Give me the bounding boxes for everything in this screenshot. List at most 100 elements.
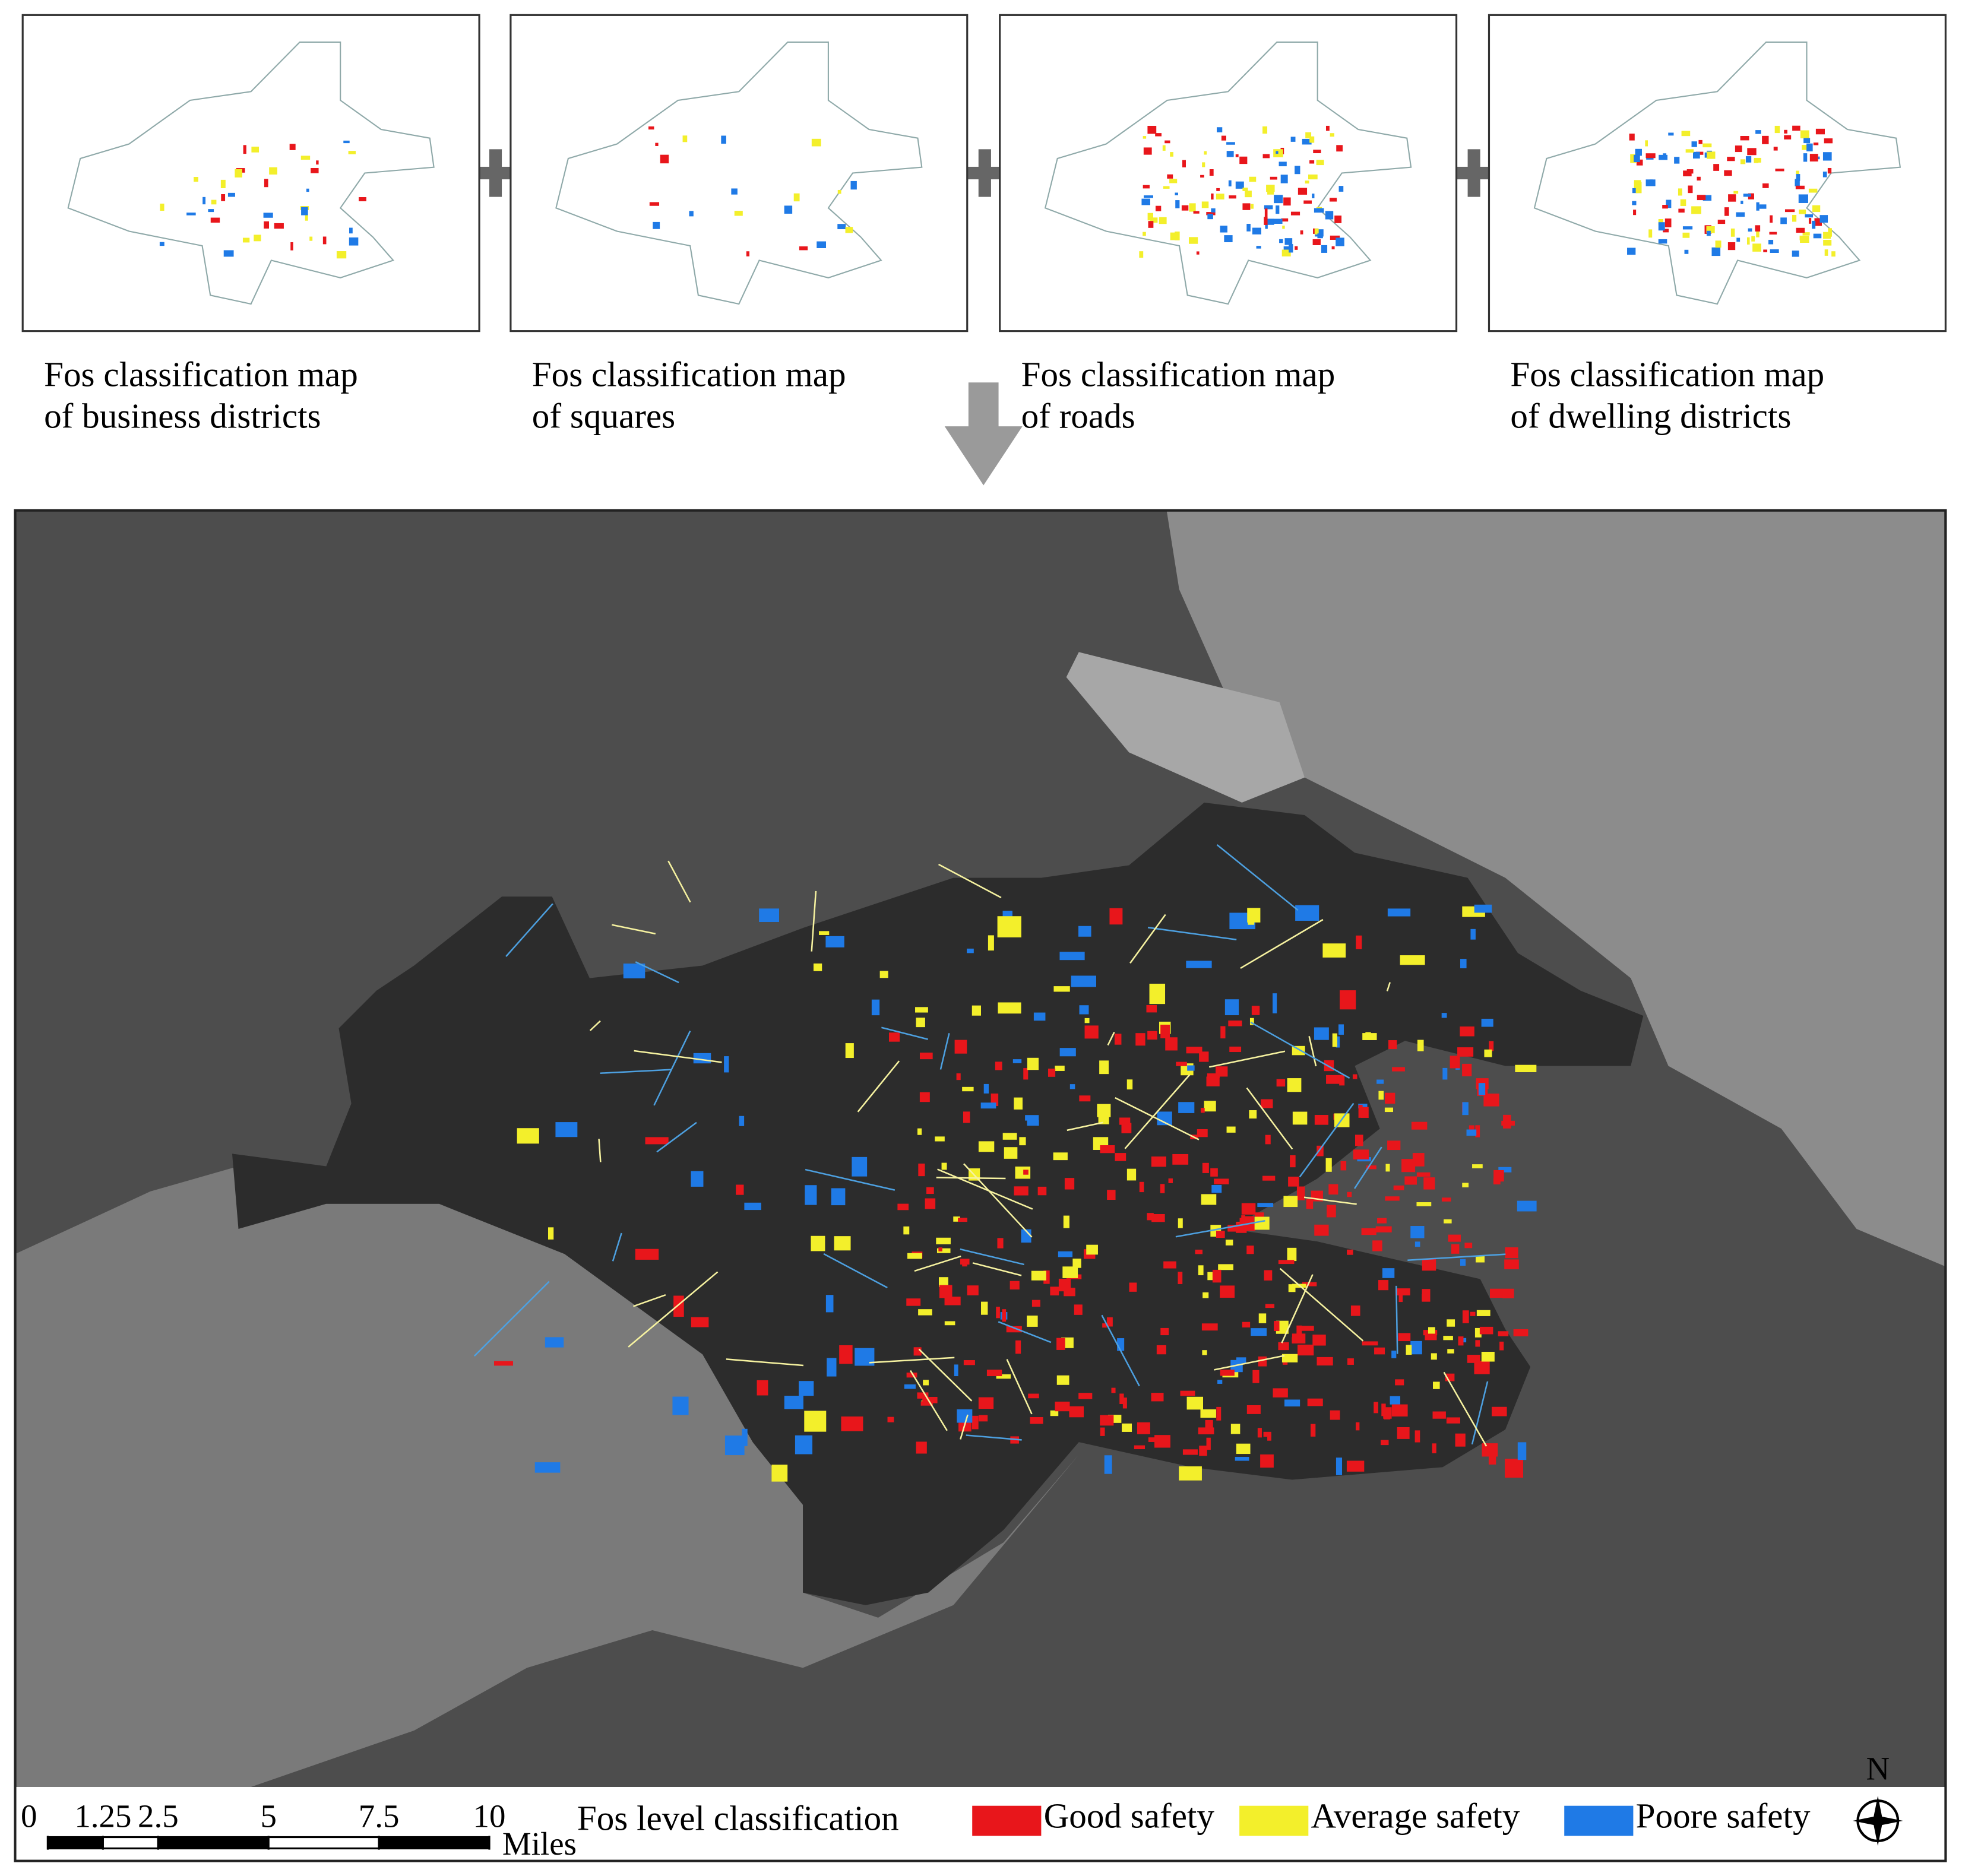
map-patch	[1330, 1410, 1340, 1420]
road	[1386, 982, 1391, 991]
map-patch	[1462, 1063, 1472, 1076]
road	[600, 1069, 672, 1074]
map-patch	[1210, 1168, 1218, 1177]
panel-patch	[221, 194, 226, 201]
map-patch	[1012, 1059, 1022, 1063]
map-patch	[1230, 1360, 1243, 1373]
map-patch	[997, 916, 1021, 937]
map-patch	[1375, 1226, 1392, 1232]
map-patch	[1491, 1406, 1507, 1416]
map-patch	[635, 1248, 659, 1260]
map-patch	[1273, 993, 1277, 1013]
map-patch	[1119, 1117, 1131, 1125]
map-patch	[545, 1337, 564, 1348]
panel-caption: of business districts	[44, 396, 321, 435]
map-patch	[1069, 1084, 1075, 1089]
map-patch	[1168, 1178, 1173, 1183]
map-patch	[1340, 1161, 1347, 1171]
map-patch	[1278, 1342, 1289, 1351]
road	[653, 1031, 691, 1106]
map-patch	[1296, 1186, 1305, 1200]
road	[914, 1255, 961, 1272]
panel-patch	[1226, 151, 1234, 157]
panel-patch	[1281, 218, 1289, 222]
map-patch	[1311, 1424, 1316, 1437]
map-patch	[1513, 1329, 1529, 1336]
map-patch	[1126, 1168, 1137, 1181]
map-patch	[1246, 1405, 1261, 1414]
map-patch	[1481, 1019, 1493, 1027]
map-patch	[1079, 1005, 1089, 1015]
panel-patch	[186, 213, 196, 216]
road	[936, 1177, 1006, 1180]
panel-patch	[1279, 239, 1283, 243]
panel-patch	[1290, 137, 1296, 142]
road	[1303, 1196, 1357, 1205]
panel-frame	[999, 14, 1458, 332]
main-map	[15, 510, 1946, 1788]
road	[1471, 1381, 1489, 1445]
panel-patch	[1813, 142, 1819, 145]
map-patch	[1412, 1153, 1425, 1167]
panel-patch	[1143, 147, 1152, 155]
map-patch	[1470, 929, 1476, 940]
panel-patch	[251, 147, 260, 153]
map-patch	[1122, 1423, 1132, 1432]
road	[589, 1020, 601, 1031]
map-patch	[1179, 1466, 1202, 1481]
panel-patch	[1249, 176, 1257, 182]
panel-patch	[305, 214, 308, 221]
panel-patch	[734, 211, 743, 216]
panel-patch	[1148, 221, 1154, 228]
map-patch	[831, 1188, 846, 1206]
panel-patch	[1175, 232, 1180, 240]
map-patch	[825, 1295, 834, 1313]
map-patch	[1479, 1326, 1493, 1335]
map-patch	[1296, 1325, 1302, 1335]
map-patch	[1366, 1165, 1376, 1170]
map-patch	[673, 1295, 684, 1317]
panel-outline	[67, 41, 435, 305]
map-patch	[1372, 1240, 1382, 1251]
map-patch	[1260, 1454, 1274, 1468]
panel-patch	[1684, 249, 1689, 254]
map-patch	[906, 1373, 917, 1378]
panel-patch	[1139, 251, 1144, 258]
map-patch	[1356, 935, 1362, 949]
panel-patch	[1338, 186, 1344, 192]
panel-patch	[1645, 153, 1656, 159]
map-patch	[1284, 1399, 1300, 1407]
map-patch	[1059, 952, 1085, 961]
legend-swatch	[1239, 1805, 1309, 1836]
map-patch	[845, 1043, 854, 1059]
map-patch	[954, 1364, 958, 1377]
road	[881, 1026, 928, 1040]
map-patch	[1200, 1409, 1216, 1418]
map-patch	[1226, 1126, 1236, 1133]
panel-patch	[1188, 237, 1198, 244]
panel-patch	[1196, 251, 1200, 255]
panel-patch	[1747, 148, 1757, 156]
map-patch	[1470, 1311, 1476, 1316]
map-patch	[916, 1441, 927, 1454]
map-patch	[799, 1381, 814, 1396]
map-patch	[1199, 1051, 1209, 1062]
map-patch	[1134, 1445, 1145, 1450]
map-patch	[889, 1032, 900, 1042]
panel-patch	[1733, 191, 1739, 194]
map-patch	[1053, 986, 1070, 992]
panel-patch	[1163, 186, 1170, 189]
panel-patch	[837, 224, 846, 230]
map-patch	[944, 1297, 961, 1305]
map-patch	[1220, 1026, 1226, 1039]
panel-patch	[1204, 151, 1207, 155]
panel-patch	[1207, 214, 1213, 220]
map-patch	[1446, 1417, 1460, 1424]
road	[857, 1060, 900, 1113]
panel-patch	[1727, 242, 1736, 251]
panel-patch	[1819, 215, 1828, 223]
panel-caption: Fos classification map	[532, 355, 846, 394]
map-patch	[1384, 1107, 1394, 1113]
panel-patch	[1724, 207, 1729, 216]
map-patch	[784, 1396, 803, 1409]
